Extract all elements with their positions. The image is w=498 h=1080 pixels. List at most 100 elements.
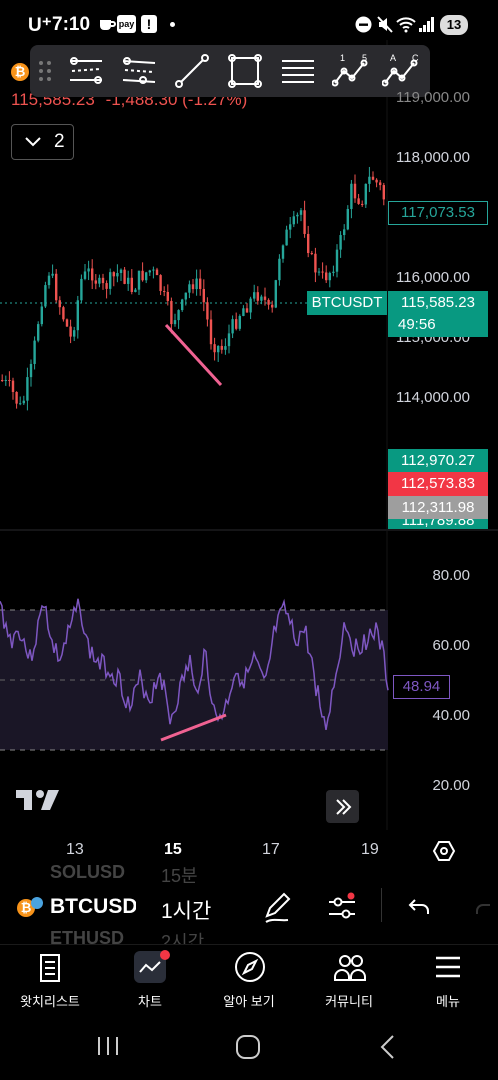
clipped-price-tag: 111,789.88 [388, 519, 488, 529]
rsi-axis-label: 60.00 [432, 637, 470, 654]
rsi-axis-label: 20.00 [432, 777, 470, 794]
parallel-channel-tool[interactable] [68, 53, 104, 89]
candle-body [339, 235, 342, 250]
candle-body [274, 280, 277, 308]
candle-body [73, 330, 76, 337]
candle-body [249, 298, 252, 313]
candle-body [123, 269, 126, 284]
time-label: 17 [262, 841, 280, 858]
candle-body [47, 275, 51, 286]
nav-watchlist[interactable]: 왓치리스트 [0, 945, 100, 1019]
scroll-to-realtime-button[interactable] [326, 790, 359, 823]
candle-body [134, 289, 137, 292]
status-bar: U⁺ 7:10 pay ! 13 [0, 0, 498, 50]
candle-body [382, 185, 385, 200]
coffee-icon [98, 16, 116, 32]
symbol-tag: BTCUSDT [307, 291, 387, 315]
candle-body [130, 277, 133, 292]
candle-body [159, 275, 162, 292]
candle-body [332, 271, 335, 273]
tradingview-logo [16, 790, 59, 810]
double-chevron-right-icon [336, 799, 352, 815]
time-label: 13 [66, 841, 84, 858]
collapse-indicators-button[interactable]: 2 [11, 124, 74, 160]
recent-apps-icon[interactable] [96, 1035, 120, 1057]
fib-retracement-tool[interactable] [280, 53, 316, 89]
candle-body [166, 291, 169, 301]
community-icon [334, 955, 366, 981]
candle-body [224, 346, 227, 350]
dot-icon [170, 22, 175, 27]
rsi-trendline[interactable] [160, 713, 227, 742]
clock: 7:10 [52, 14, 91, 35]
candle-body [141, 270, 144, 281]
back-icon[interactable] [378, 1034, 396, 1060]
price-axis-label: 116,000.00 [396, 269, 470, 286]
svg-text:C: C [412, 53, 419, 63]
chart-area[interactable] [0, 40, 498, 870]
price-axis-label: 118,000.00 [396, 149, 470, 166]
regression-channel-tool[interactable] [121, 53, 157, 89]
nav-menu[interactable]: 메뉴 [398, 945, 498, 1019]
candle-body [368, 176, 371, 184]
rectangle-icon [228, 54, 262, 88]
candle-body [281, 245, 285, 259]
candle-body [62, 307, 65, 320]
drag-handle-icon[interactable] [38, 59, 52, 83]
ghost-symbol: SOLUSD [50, 862, 126, 882]
candle-body [343, 229, 346, 236]
candle-body [328, 272, 331, 281]
interval-selector[interactable]: 1시간 [161, 900, 212, 923]
candle-body [148, 270, 151, 273]
candle-body [37, 324, 40, 341]
candle-body [278, 258, 281, 281]
candle-body [256, 292, 259, 301]
candle-body [19, 403, 22, 405]
candle-body [325, 272, 328, 281]
nav-community[interactable]: 커뮤니티 [299, 945, 399, 1019]
candle-body [163, 291, 166, 293]
symbol-toolbar: SOLUSD 15분 ETHUSD 2시간 ₿ BTCUSDT 1시간 [0, 862, 498, 952]
trendline-icon [175, 54, 209, 88]
price-tag: 112,970.27 [388, 449, 488, 473]
candle-body [112, 272, 115, 277]
candle-body [195, 278, 198, 290]
redo-icon[interactable] [476, 894, 498, 920]
candle-body [242, 308, 245, 316]
candle-body [260, 296, 263, 301]
nav-chart[interactable]: 차트 [100, 945, 200, 1019]
settings-icon[interactable] [432, 839, 456, 863]
watchlist-icon [40, 954, 60, 982]
pencil-icon[interactable] [262, 891, 292, 925]
time-axis: 13 15 17 19 [0, 830, 498, 870]
candle-body [346, 208, 349, 230]
parallel-channel-icon [70, 57, 102, 84]
symbol-selector[interactable]: BTCUSDT [50, 895, 136, 918]
time-label: 15 [164, 841, 182, 858]
candle-body [202, 288, 205, 303]
candle-body [155, 269, 159, 276]
indicators-icon[interactable] [326, 892, 358, 924]
mute-icon [377, 16, 393, 33]
bitcoin-icon: ₿ [17, 899, 35, 917]
price-tag-high: 117,073.53 [388, 201, 488, 225]
candle-body [177, 310, 180, 321]
candle-body [371, 176, 375, 180]
nav-explore[interactable]: 알아 보기 [199, 945, 299, 1019]
rectangle-tool[interactable] [227, 53, 263, 89]
price-trendline[interactable] [164, 323, 223, 387]
candle-body [299, 210, 303, 215]
home-icon[interactable] [235, 1034, 261, 1060]
candle-body [15, 391, 18, 404]
undo-icon[interactable] [407, 894, 433, 920]
notification-dot [160, 950, 170, 960]
candle-body [321, 271, 324, 273]
candle-body [314, 253, 317, 273]
candle-body [285, 229, 288, 246]
last-price-tag: 115,585.23 [388, 291, 488, 315]
trendline-tool[interactable] [174, 53, 210, 89]
